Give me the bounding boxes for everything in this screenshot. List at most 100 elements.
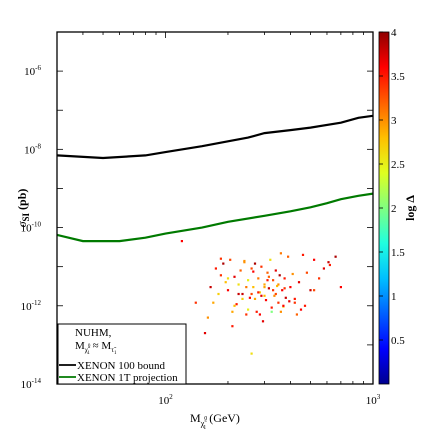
x-axis-label-main: M: [190, 411, 201, 425]
y-axis-label-sub: SI: [21, 212, 31, 221]
legend-title-mass: M: [75, 340, 85, 352]
colorbar-tick-label: 2: [391, 203, 397, 215]
scatter-point: [241, 297, 244, 300]
legend-title-chi-sub: 1: [87, 351, 90, 356]
scatter-point: [313, 289, 316, 292]
scatter-point: [239, 269, 242, 272]
scatter-point: [274, 292, 277, 296]
scatter-point: [291, 272, 294, 276]
scatter-point: [235, 303, 238, 306]
scatter-point: [274, 269, 277, 272]
scatter-point: [264, 299, 268, 302]
scatter-point: [224, 281, 227, 284]
scatter-point: [214, 267, 217, 270]
scatter-point: [245, 286, 248, 289]
scatter-point: [245, 313, 248, 316]
scatter-point: [293, 297, 296, 300]
scatter-point: [303, 304, 307, 307]
scatter-point: [258, 291, 261, 294]
scatter-point: [288, 300, 291, 303]
scatter-point: [206, 316, 209, 319]
scatter-point: [295, 313, 298, 316]
legend-label-xenon1t: XENON 1T projection: [77, 372, 178, 384]
scatter-point: [266, 271, 269, 274]
y-axis-label-main: σ: [15, 220, 29, 227]
scatter-point: [309, 289, 312, 292]
scatter-point: [247, 279, 250, 282]
scatter-point: [203, 332, 207, 335]
scatter-point: [263, 283, 266, 286]
scatter-point: [260, 294, 263, 297]
colorbar-tick-label: 4: [391, 27, 397, 39]
series-layer: [57, 114, 373, 355]
scatter-point: [226, 289, 230, 292]
scatter-point: [252, 286, 255, 289]
scatter-point: [253, 297, 257, 300]
y-tick-label: 10-10: [21, 221, 42, 235]
scatter-point: [233, 275, 236, 278]
scatter-point: [276, 284, 279, 288]
scatter-point: [241, 292, 244, 296]
scatter-point: [243, 259, 246, 263]
scatter-point: [299, 308, 303, 311]
x-axis-label-sup: 0: [204, 416, 207, 422]
legend-box: [57, 323, 187, 385]
scatter-point: [282, 304, 285, 307]
legend-title-approx: ≈ M: [90, 340, 112, 352]
scatter-point: [250, 267, 253, 270]
scatter-point: [279, 252, 282, 255]
scatter-point: [277, 301, 280, 304]
scatter-point: [237, 283, 240, 286]
scatter-point: [318, 277, 321, 280]
series-line-1: [57, 192, 373, 243]
scatter-point: [279, 310, 282, 313]
scatter-point: [270, 310, 273, 313]
legend: NUHM, Mχ̃0 1 ≈ Mτ̃1 XENON 100 bound XENON…: [57, 323, 187, 385]
y-axis-label: σSI (pb): [15, 189, 31, 228]
y-tick-label: 10-14: [21, 377, 42, 391]
scatter-point: [313, 258, 316, 261]
scatter-point: [272, 279, 275, 282]
legend-title-chi: χ̃: [85, 346, 91, 354]
scatter-point: [219, 274, 222, 277]
colorbar-tick-label: 2.5: [391, 159, 405, 171]
scatter-point: [180, 240, 183, 243]
colorbar-label: log Δ: [403, 195, 417, 221]
legend-title-stau-sub: 1: [114, 351, 117, 356]
x-axis-label-subsub: 1: [203, 425, 206, 431]
scatter-point: [273, 294, 276, 297]
scatter-point: [283, 277, 286, 280]
scatter-point: [255, 310, 258, 313]
scatter-point: [289, 286, 292, 289]
scatter-point: [247, 308, 250, 311]
scatter-point: [260, 265, 263, 268]
x-axis-label-sub: χ̃: [200, 419, 208, 428]
scatter-point: [243, 261, 246, 264]
scatter-point: [266, 279, 269, 282]
scatter-point: [327, 261, 330, 264]
colorbar-tick-label: 3: [391, 115, 397, 127]
scatter-point: [250, 352, 253, 355]
scatter-point: [322, 267, 325, 270]
scatter-point: [237, 292, 240, 296]
x-axis-label: Mχ̃0 1 (GeV): [190, 411, 240, 431]
scatter-point: [248, 296, 251, 299]
scatter-point: [278, 274, 281, 277]
scatter-point: [222, 262, 225, 265]
scatter-point: [250, 292, 253, 296]
scatter-point: [257, 291, 260, 294]
scatter-point: [231, 325, 234, 328]
y-tick-label: 10-8: [24, 142, 41, 156]
scatter-point: [269, 258, 272, 261]
scatter-point: [287, 255, 290, 258]
scatter-point: [231, 310, 234, 313]
series-line-0: [57, 114, 373, 160]
scatter-point: [334, 255, 337, 258]
scatter-point: [305, 271, 308, 274]
scatter-point: [272, 289, 275, 292]
scatter-point: [233, 304, 236, 307]
colorbar: 0.5 1 1.5 2 2.5 3 3.5 4 log Δ: [378, 27, 417, 385]
scatter-point: [277, 283, 280, 286]
scatter-point: [284, 296, 287, 299]
